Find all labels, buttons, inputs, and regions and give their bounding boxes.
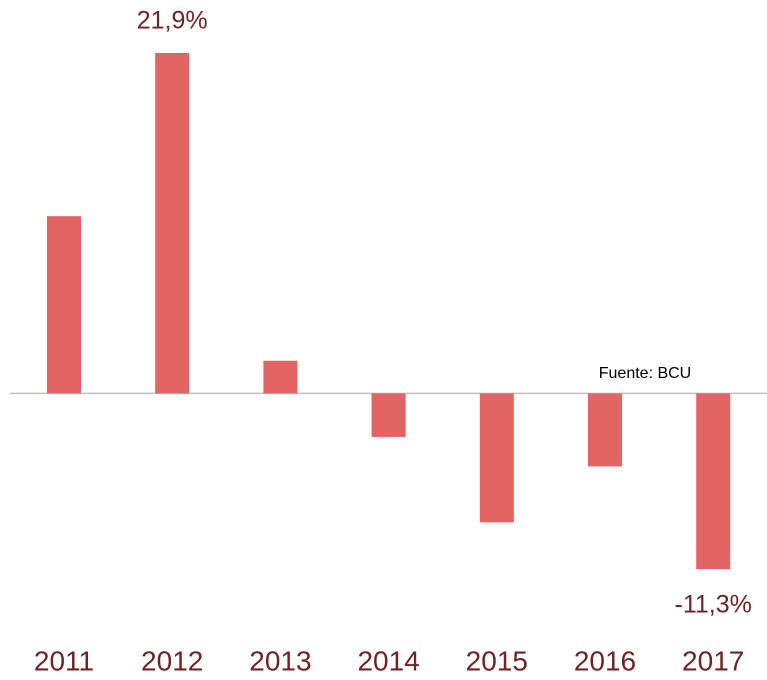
x-tick-label: 2011 — [34, 645, 94, 676]
x-tick-label: 2015 — [466, 645, 528, 676]
bar — [155, 53, 190, 394]
data-label: -11,3% — [675, 591, 752, 619]
bar — [371, 393, 406, 437]
bar — [696, 393, 731, 569]
bar — [47, 216, 81, 394]
bar — [263, 360, 298, 394]
bar — [588, 393, 622, 467]
source-note: Fuente: BCU — [599, 365, 691, 382]
data-label: 21,9% — [137, 7, 208, 35]
x-tick-label: 2013 — [249, 645, 311, 676]
x-tick-label: 2012 — [141, 645, 203, 676]
bar — [479, 393, 514, 523]
x-tick-label: 2014 — [357, 645, 419, 676]
x-tick-label: 2017 — [682, 645, 744, 676]
x-tick-label: 2016 — [574, 645, 636, 676]
